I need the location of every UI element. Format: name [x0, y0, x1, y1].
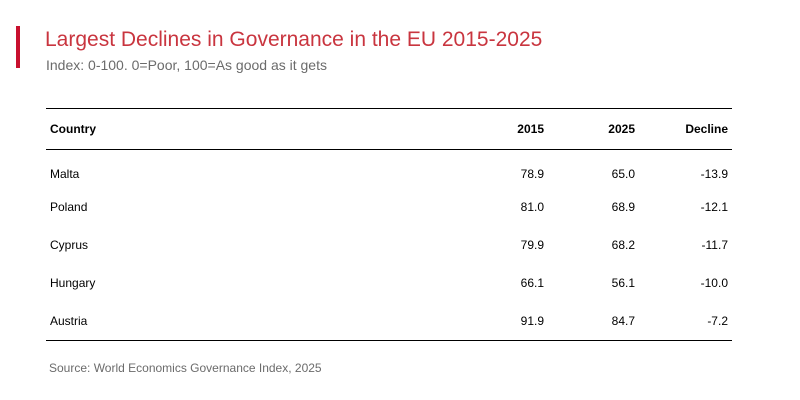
- header-country: Country: [50, 122, 96, 136]
- cell-decline: -13.9: [700, 167, 728, 181]
- cell-2025: 65.0: [611, 167, 635, 181]
- data-table: Country 2015 2025 Decline Malta 78.9 65.…: [46, 108, 732, 341]
- cell-country: Hungary: [50, 276, 96, 290]
- chart-title: Largest Declines in Governance in the EU…: [45, 28, 543, 51]
- cell-country: Malta: [50, 167, 80, 181]
- cell-2025: 56.1: [611, 276, 635, 290]
- title-accent-bar: [16, 26, 20, 68]
- cell-country: Austria: [50, 314, 88, 328]
- table-row: Austria 91.9 84.7 -7.2: [46, 302, 732, 341]
- header-decline: Decline: [685, 122, 728, 136]
- cell-2025: 84.7: [611, 314, 635, 328]
- cell-2015: 78.9: [520, 167, 544, 181]
- cell-2015: 81.0: [520, 200, 544, 214]
- source-note: Source: World Economics Governance Index…: [49, 361, 322, 375]
- governance-table: Country 2015 2025 Decline Malta 78.9 65.…: [46, 108, 732, 341]
- chart-subtitle: Index: 0-100. 0=Poor, 100=As good as it …: [46, 57, 327, 73]
- table-body: Malta 78.9 65.0 -13.9 Poland 81.0 68.9 -…: [46, 150, 732, 341]
- cell-2015: 91.9: [520, 314, 544, 328]
- table-row: Hungary 66.1 56.1 -10.0: [46, 264, 732, 302]
- cell-decline: -10.0: [700, 276, 728, 290]
- cell-decline: -11.7: [701, 238, 728, 252]
- cell-2015: 66.1: [520, 276, 544, 290]
- cell-decline: -7.2: [707, 314, 728, 328]
- header-2015: 2015: [517, 122, 544, 136]
- table-row: Poland 81.0 68.9 -12.1: [46, 188, 732, 226]
- cell-country: Poland: [50, 200, 88, 214]
- header-2025: 2025: [608, 122, 635, 136]
- table-header: Country 2015 2025 Decline: [46, 108, 732, 150]
- table-row: Cyprus 79.9 68.2 -11.7: [46, 226, 732, 264]
- cell-decline: -12.1: [700, 200, 728, 214]
- cell-2015: 79.9: [520, 238, 544, 252]
- header-row: Country 2015 2025 Decline: [46, 108, 732, 150]
- cell-2025: 68.9: [611, 200, 635, 214]
- cell-country: Cyprus: [50, 238, 89, 252]
- table-row: Malta 78.9 65.0 -13.9: [46, 150, 732, 189]
- cell-2025: 68.2: [611, 238, 635, 252]
